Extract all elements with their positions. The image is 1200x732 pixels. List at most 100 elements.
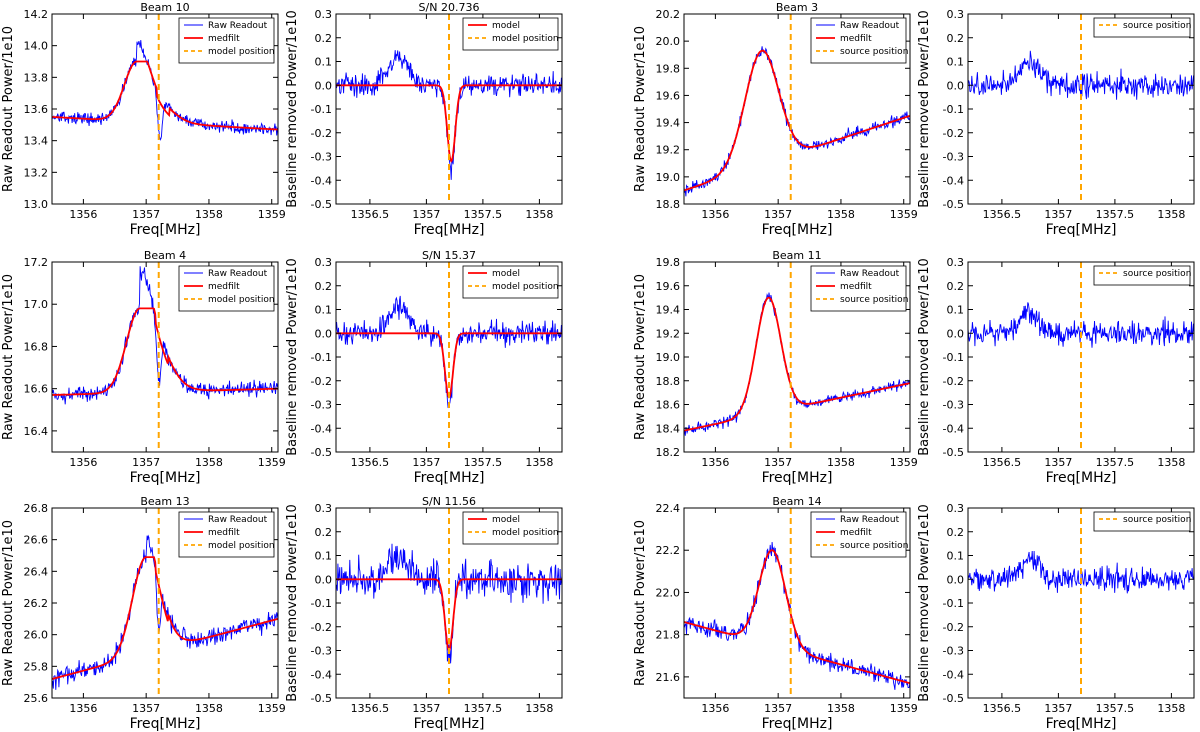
axes-frame: [683, 13, 911, 205]
legend-entry: medfilt: [840, 528, 872, 538]
legend: Raw Readout medfilt model position: [178, 265, 275, 312]
y-tick-label: -0.1: [943, 351, 964, 364]
y-tick-label: 22.2: [656, 544, 681, 557]
y-axis-label: Raw Readout Power/1e10: [1, 274, 16, 440]
y-tick-label: 0.0: [315, 327, 333, 340]
legend-entry: model: [492, 515, 520, 525]
y-tick-label: -0.3: [311, 151, 332, 164]
y-tick-label: -0.3: [943, 399, 964, 412]
y-tick-label: -0.2: [311, 375, 332, 388]
legend-entry: source position: [840, 47, 908, 57]
y-tick-label: 0.1: [315, 550, 333, 563]
y-tick-label: -0.4: [311, 422, 332, 435]
axes-frame: [683, 507, 911, 699]
y-tick-label: -0.1: [943, 597, 964, 610]
y-tick-label: 19.2: [656, 144, 681, 157]
legend-entry: medfilt: [840, 282, 872, 292]
x-tick-label: 1358: [525, 702, 553, 715]
x-tick-label: 1359: [890, 702, 918, 715]
x-tick-label: 1357.5: [464, 702, 503, 715]
legend-entry: model: [492, 21, 520, 31]
y-tick-label: 0.3: [947, 502, 965, 515]
y-tick-label: 0.3: [315, 256, 333, 269]
panel-b4_res: 1356.5 1357 1357.5 1358 -0.5 -0.4 -0.3 -0.2 -0.1…: [285, 249, 563, 486]
y-axis-label: Raw Readout Power/1e10: [633, 520, 648, 686]
x-tick-label: 1359: [890, 456, 918, 469]
x-axis-label: Freq[MHz]: [130, 716, 201, 732]
x-tick-label: 1358: [827, 208, 855, 221]
medfilt-line: [52, 307, 278, 396]
y-tick-label: 13.2: [24, 166, 49, 179]
panel-title: Beam 11: [772, 249, 821, 262]
y-tick-label: -0.2: [311, 127, 332, 140]
legend-entry: medfilt: [840, 34, 872, 44]
x-tick-label: 1359: [258, 702, 286, 715]
legend-entry: model position: [492, 528, 559, 538]
y-tick-label: -0.1: [943, 103, 964, 116]
x-tick-label: 1358: [525, 208, 553, 221]
y-tick-label: -0.2: [943, 621, 964, 634]
y-tick-label: 22.0: [656, 586, 681, 599]
y-tick-label: 19.2: [656, 327, 681, 340]
panel-title: Beam 13: [140, 495, 189, 508]
y-tick-label: 0.2: [947, 280, 965, 293]
y-tick-label: 21.8: [656, 629, 681, 642]
y-tick-label: 19.8: [656, 62, 681, 75]
x-axis-label: Freq[MHz]: [1046, 222, 1117, 238]
y-tick-label: 0.1: [947, 304, 965, 317]
raw-readout-line: [968, 50, 1194, 100]
x-tick-label: 1358: [827, 456, 855, 469]
x-tick-label: 1357: [132, 208, 160, 221]
legend-entry: source position: [1123, 269, 1191, 279]
x-axis-label: Freq[MHz]: [414, 716, 485, 732]
axes-frame: [51, 261, 279, 453]
x-tick-label: 1356: [701, 456, 729, 469]
y-tick-label: 0.0: [947, 79, 965, 92]
raw-readout-line: [52, 534, 278, 690]
legend: Raw Readout medfilt source position: [810, 511, 908, 558]
y-tick-label: 20.2: [656, 8, 681, 21]
y-tick-label: 0.2: [315, 280, 333, 293]
y-tick-label: 18.8: [656, 375, 681, 388]
legend-entry: medfilt: [208, 34, 240, 44]
y-tick-label: 14.0: [24, 40, 49, 53]
x-tick-label: 1358: [195, 208, 223, 221]
panel-title: S/N 20.736: [419, 1, 480, 14]
panel-b11_raw: 1356 1357 1358 1359 18.2 18.4 18.6 18.8 19.0 19.2…: [633, 249, 918, 486]
y-tick-label: 0.1: [947, 56, 965, 69]
y-tick-label: 18.2: [656, 446, 681, 459]
y-tick-label: -0.5: [943, 692, 964, 705]
legend-box: [1093, 265, 1191, 286]
legend: model model position: [462, 265, 559, 299]
panel-b11_res: 1356.5 1357 1357.5 1358 -0.5 -0.4 -0.3 -0.2 -0.1…: [917, 256, 1195, 486]
y-tick-label: 0.2: [315, 32, 333, 45]
legend-box: [462, 511, 559, 545]
x-tick-label: 1357: [412, 208, 440, 221]
y-tick-label: 25.6: [24, 692, 49, 705]
y-tick-label: 0.3: [315, 502, 333, 515]
y-tick-label: 0.0: [315, 79, 333, 92]
panel-b10_res: 1356.5 1357 1357.5 1358 -0.5 -0.4 -0.3 -0.2 -0.1…: [285, 1, 563, 238]
y-tick-label: 26.0: [24, 629, 49, 642]
x-axis-label: Freq[MHz]: [414, 222, 485, 238]
x-tick-label: 1357: [764, 702, 792, 715]
y-tick-label: 0.0: [947, 327, 965, 340]
x-tick-label: 1357: [1044, 456, 1072, 469]
medfilt-line: [684, 49, 910, 192]
legend: source position: [1093, 265, 1191, 286]
legend: Raw Readout medfilt model position: [178, 511, 275, 558]
x-tick-label: 1357.5: [1096, 702, 1135, 715]
y-tick-label: 0.2: [315, 526, 333, 539]
x-tick-label: 1356.5: [983, 456, 1022, 469]
y-tick-label: 0.3: [947, 8, 965, 21]
x-tick-label: 1356.5: [351, 702, 390, 715]
y-axis-label: Baseline removed Power/1e10: [917, 258, 932, 456]
y-tick-label: 19.0: [656, 351, 681, 364]
x-tick-label: 1358: [195, 456, 223, 469]
x-tick-label: 1357: [1044, 208, 1072, 221]
medfilt-line: [684, 549, 910, 685]
y-tick-label: -0.5: [311, 692, 332, 705]
y-tick-label: 19.6: [656, 280, 681, 293]
x-tick-label: 1356.5: [983, 208, 1022, 221]
panel-title: Beam 10: [140, 1, 189, 14]
